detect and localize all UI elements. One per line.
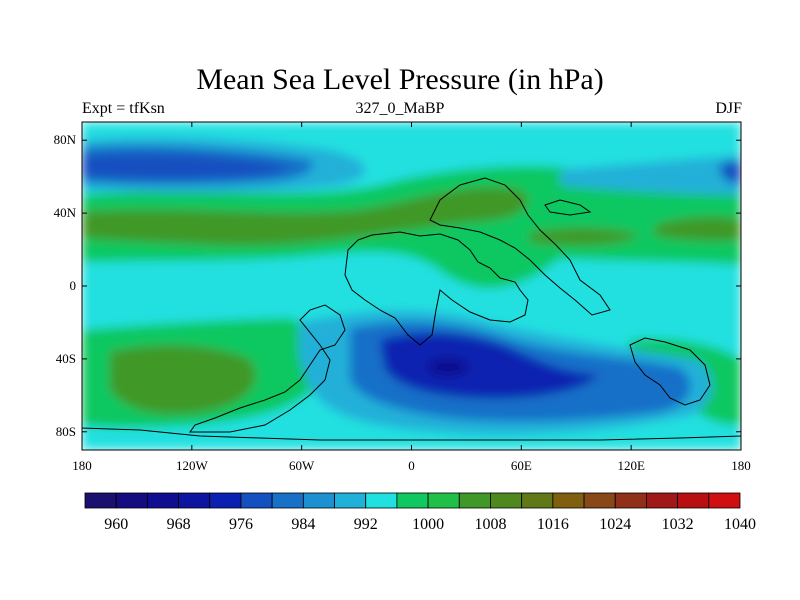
y-tick-label: 80S <box>56 424 76 439</box>
colorbar-swatch <box>490 492 523 509</box>
colorbar-label: 1000 <box>412 516 444 533</box>
south-america-outline <box>189 304 346 433</box>
south-pacific-high <box>110 345 256 414</box>
colorbar-swatch <box>708 492 741 509</box>
africa-outline <box>344 231 529 346</box>
y-tick-label: 0 <box>70 278 77 293</box>
colorbar-swatch <box>271 492 304 509</box>
colorbar-swatch <box>677 492 710 509</box>
colorbar-swatch <box>302 492 335 509</box>
north-pacific-low <box>82 153 290 180</box>
colorbar-swatch <box>646 492 679 509</box>
colorbar-swatch <box>334 492 367 509</box>
colorbar-swatch <box>146 492 179 509</box>
chart-title: Mean Sea Level Pressure (in hPa) <box>196 63 604 96</box>
colorbar-swatch <box>458 492 491 509</box>
colorbar-swatch <box>552 492 585 509</box>
x-tick-label: 120E <box>617 458 645 473</box>
x-tick-label: 60E <box>511 458 532 473</box>
colorbar-swatch <box>365 492 398 509</box>
colorbar-swatch <box>614 492 647 509</box>
x-axis: 180 120W 60W 0 60E 120E 180 <box>72 122 751 473</box>
colorbar-swatch <box>209 492 242 509</box>
right-string: DJF <box>715 100 742 117</box>
australia-outline <box>629 337 711 406</box>
colorbar-label: 976 <box>229 516 253 533</box>
left-string: Expt = tfKsn <box>82 100 165 117</box>
colorbar-label: 968 <box>167 516 191 533</box>
colorbar-label: 1024 <box>599 516 631 533</box>
colorbar-swatch <box>521 492 554 509</box>
x-tick-label: 180 <box>72 458 92 473</box>
colorbar-label: 992 <box>354 516 378 533</box>
colorbar-label: 1040 <box>724 516 756 533</box>
north-east-low <box>720 160 741 185</box>
colorbar-swatch <box>427 492 460 509</box>
asia-outline <box>429 177 611 316</box>
colorbar-label: 1008 <box>474 516 506 533</box>
south-low-inner <box>380 333 600 399</box>
x-tick-label: 60W <box>289 458 315 473</box>
x-tick-label: 0 <box>408 458 415 473</box>
east-high-belt <box>655 216 741 241</box>
colorbar: 960 968 976 984 992 1000 1008 1016 1024 1032 1040 <box>84 492 756 533</box>
colorbar-label: 1016 <box>537 516 569 533</box>
colorbar-label: 984 <box>291 516 315 533</box>
colorbar-swatch <box>396 492 429 509</box>
y-tick-label: 80N <box>54 132 77 147</box>
antarctica-outline <box>82 427 741 441</box>
north-high-belt <box>82 187 528 246</box>
north-atlantic-low <box>560 155 741 195</box>
x-tick-label: 120W <box>176 458 209 473</box>
colorbar-label: 1032 <box>662 516 694 533</box>
asia-high-belt <box>530 228 640 246</box>
colorbar-swatch <box>583 492 616 509</box>
x-tick-label: 180 <box>731 458 751 473</box>
y-axis: 80N 40N 0 40S 80S <box>54 132 741 439</box>
coastlines <box>82 177 741 441</box>
y-tick-label: 40N <box>54 205 77 220</box>
center-string: 327_0_MaBP <box>355 100 445 117</box>
south-low-core <box>428 358 468 376</box>
colorbar-swatch <box>84 492 117 509</box>
colorbar-swatch <box>178 492 211 509</box>
y-tick-label: 40S <box>56 351 76 366</box>
island-north <box>544 199 592 216</box>
colorbar-swatch <box>240 492 273 509</box>
map-field <box>82 122 741 450</box>
colorbar-swatch <box>115 492 148 509</box>
colorbar-label: 960 <box>104 516 128 533</box>
